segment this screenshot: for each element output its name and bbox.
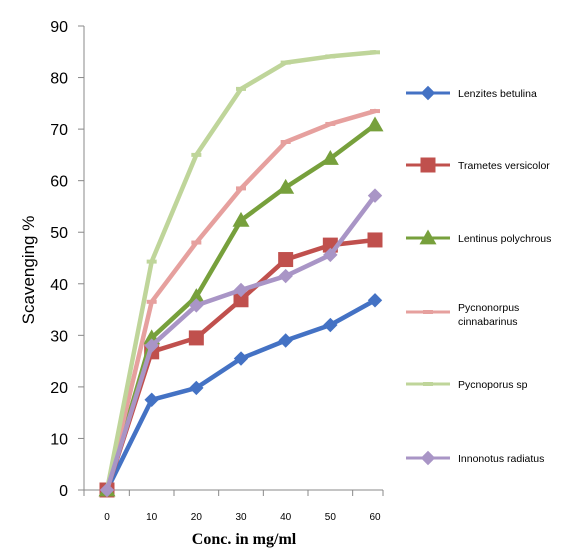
data-point xyxy=(325,54,336,59)
legend-marker xyxy=(420,85,436,101)
data-point xyxy=(187,288,205,304)
data-point xyxy=(189,380,204,396)
series-layer xyxy=(98,50,384,498)
y-axis-label: Scavenging % xyxy=(19,216,38,325)
legend-item: Pycnonorpus cinnabarinus xyxy=(406,302,519,328)
y-tick-label: 80 xyxy=(50,71,68,88)
legend-marker xyxy=(420,157,436,173)
y-tick-label: 10 xyxy=(50,431,68,448)
x-tick-label: 0 xyxy=(104,512,110,523)
data-point xyxy=(325,121,336,126)
data-point xyxy=(191,152,202,157)
x-tick-label: 40 xyxy=(280,512,292,523)
data-point xyxy=(278,333,293,348)
legend-marker xyxy=(423,310,433,314)
legend-item: Lenzites betulina xyxy=(406,85,537,101)
data-point xyxy=(323,247,338,263)
y-tick-label: 20 xyxy=(50,380,68,397)
data-point xyxy=(146,299,157,304)
data-point xyxy=(191,240,202,245)
legend-label: Trametes versicolor xyxy=(458,160,550,172)
series-line xyxy=(104,50,378,493)
data-point xyxy=(232,211,250,227)
data-point xyxy=(367,232,383,248)
y-tick-label: 30 xyxy=(50,328,68,345)
legend-label: Pycnoporus sp xyxy=(458,379,528,391)
series-4 xyxy=(102,50,380,493)
data-point xyxy=(99,482,115,498)
data-point xyxy=(233,351,249,366)
data-point xyxy=(323,317,338,333)
y-tick-label: 60 xyxy=(50,174,68,191)
series-5 xyxy=(99,188,383,498)
data-point xyxy=(370,109,380,114)
data-point xyxy=(277,178,295,194)
chart-axes: 0 10 20 30 40 50 60 70 80 90 0 10 20 30 40 50 60 xyxy=(50,19,384,523)
data-point xyxy=(278,252,294,268)
legend-item: Lentinus polychrous xyxy=(406,229,551,245)
x-tick-label: 50 xyxy=(325,512,337,523)
data-point xyxy=(236,186,246,191)
y-tick-label: 90 xyxy=(50,19,68,36)
legend-marker xyxy=(423,382,433,386)
series-0 xyxy=(99,293,383,498)
legend-marker xyxy=(419,229,437,245)
y-tick-label: 70 xyxy=(50,122,68,139)
series-2 xyxy=(98,116,384,497)
data-point xyxy=(280,140,291,144)
x-tick-label: 60 xyxy=(369,512,381,523)
legend-marker xyxy=(420,450,436,466)
legend-label: Innonotus radiatus xyxy=(458,453,544,465)
x-tick-label: 20 xyxy=(191,512,203,523)
data-point xyxy=(189,298,204,313)
data-point xyxy=(370,50,380,55)
data-point xyxy=(144,338,159,353)
y-tick-label: 50 xyxy=(50,225,68,242)
data-point xyxy=(188,330,204,346)
series-line xyxy=(104,122,378,493)
legend-label: Lenzites betulina xyxy=(458,88,537,100)
x-tick-label: 30 xyxy=(235,512,247,523)
x-axis-label: Conc. in mg/ml xyxy=(192,531,297,548)
data-point xyxy=(367,188,383,203)
legend-label: Lentinus polychrous xyxy=(458,233,551,245)
legend-item: Innonotus radiatus xyxy=(406,450,544,466)
legend-label: cinnabarinus xyxy=(458,316,518,328)
y-tick-label: 0 xyxy=(59,483,68,500)
y-tick-label: 40 xyxy=(50,277,68,294)
data-point xyxy=(321,149,339,165)
legend-item: Trametes versicolor xyxy=(406,157,550,173)
legend-label: Pycnonorpus xyxy=(458,302,519,314)
data-point xyxy=(236,86,246,91)
data-point xyxy=(367,293,383,308)
data-point xyxy=(278,268,293,284)
data-point xyxy=(280,60,291,65)
legend-item: Pycnoporus sp xyxy=(406,379,528,391)
data-point xyxy=(366,116,384,132)
x-tick-label: 10 xyxy=(146,512,158,523)
data-point xyxy=(233,282,249,298)
data-point xyxy=(233,292,249,308)
data-point xyxy=(146,259,157,264)
data-point xyxy=(144,392,159,407)
chart-legend: Lenzites betulina Trametes versicolor Lent… xyxy=(406,85,551,466)
